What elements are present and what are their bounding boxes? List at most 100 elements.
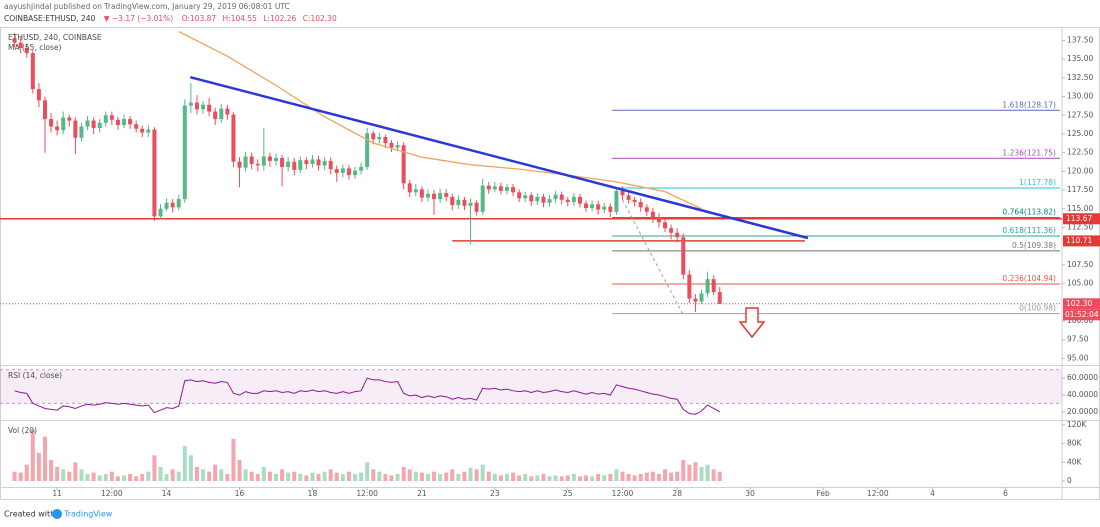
volume-bar — [170, 469, 175, 482]
candle-body — [286, 161, 291, 167]
candle-body — [267, 156, 272, 161]
candle-body — [158, 208, 163, 217]
candle-body — [608, 206, 613, 212]
candle-body — [310, 159, 315, 164]
candle-body — [91, 120, 96, 129]
candle-body — [498, 186, 503, 191]
x-tick-label: 25 — [563, 489, 573, 498]
change: ▼ −3.17 (−3.01%) — [104, 14, 174, 23]
volume-bar — [504, 473, 509, 482]
volume-bar — [67, 471, 72, 482]
volume-bar — [249, 471, 254, 482]
candle-body — [553, 194, 558, 200]
y-tick-label: 97.50 — [1067, 335, 1089, 344]
fib-label: 0(100.98) — [1019, 304, 1056, 313]
candle-body — [36, 89, 41, 101]
volume-bar — [182, 445, 187, 482]
volume-bar — [511, 472, 516, 482]
volume-bar — [571, 473, 576, 482]
volume-bar — [122, 475, 127, 482]
candle-body — [377, 136, 382, 140]
candle-body — [383, 136, 388, 143]
candle-body — [346, 168, 351, 176]
candle-body — [261, 156, 266, 166]
volume-bar — [359, 472, 364, 482]
volume-bar — [201, 469, 206, 482]
logo — [52, 509, 62, 519]
x-tick-label: 4 — [930, 489, 935, 498]
last-price-text: 102.30 — [1066, 299, 1092, 308]
y-tick-label: 100.00 — [1067, 316, 1093, 325]
volume-bar — [146, 471, 151, 482]
volume-bar — [541, 473, 546, 482]
volume-bar — [188, 455, 193, 482]
candle-body — [152, 129, 157, 217]
candle-body — [602, 206, 607, 210]
candle-body — [231, 114, 236, 162]
volume-bar — [328, 469, 333, 482]
volume-bar — [213, 464, 218, 482]
rsi-tick-label: 40.0000 — [1067, 390, 1098, 399]
candle-body — [42, 100, 47, 120]
volume-bar — [237, 459, 242, 482]
footer-brand: TradingView — [63, 510, 113, 519]
candle-body — [79, 126, 84, 138]
x-tick-label: 11 — [52, 489, 62, 498]
volume-bar — [49, 459, 54, 482]
y-tick-label: 125.00 — [1067, 129, 1093, 138]
volume-bar — [346, 471, 351, 482]
candle-body — [322, 160, 327, 166]
volume-bar — [36, 452, 41, 482]
candle-body — [128, 119, 133, 125]
logo-icon — [52, 509, 62, 519]
rsi-tick-label: 20.0000 — [1067, 407, 1098, 416]
volume-bar — [340, 473, 345, 482]
down-arrow — [738, 307, 766, 339]
volume-bar — [486, 471, 491, 482]
volume-bar — [468, 467, 473, 482]
candle-body — [201, 104, 206, 110]
rsi-band — [0, 369, 1062, 404]
candle-body — [693, 298, 698, 302]
volume-bar — [669, 472, 674, 482]
candle-body — [194, 102, 199, 110]
candle-body — [577, 196, 582, 204]
candle-body — [529, 195, 534, 202]
y-tick-label: 120.00 — [1067, 166, 1093, 175]
candle-body — [273, 157, 278, 161]
candle-body — [663, 222, 668, 229]
projection-line — [622, 199, 684, 316]
volume-bar — [377, 471, 382, 482]
candle-body — [55, 126, 60, 131]
volume-bar — [675, 471, 680, 482]
volume-bar — [322, 471, 327, 482]
volume-bar — [699, 466, 704, 482]
candle-body — [67, 117, 72, 121]
volume-bar — [401, 466, 406, 482]
volume-bar — [529, 476, 534, 482]
y-tick-label: 117.50 — [1067, 185, 1093, 194]
countdown-badge — [1063, 309, 1100, 321]
candle-body — [182, 105, 187, 200]
volume-bar — [316, 473, 321, 482]
volume-bar — [626, 473, 631, 482]
fib-label: 0.618(111.36) — [1002, 226, 1056, 235]
candle-body — [571, 196, 576, 203]
x-tick-label: 14 — [162, 489, 172, 498]
volume-bar — [553, 475, 558, 482]
volume-bar — [523, 473, 528, 482]
candle-body — [644, 207, 649, 212]
volume-bar — [91, 472, 96, 482]
volume-bar — [365, 462, 370, 482]
volume-bar — [644, 472, 649, 482]
candle-body — [280, 157, 285, 167]
volume-bar — [85, 473, 90, 482]
volume-bar — [450, 469, 455, 482]
candle-body — [304, 160, 309, 164]
candle-body — [432, 193, 437, 200]
volume-bar — [602, 475, 607, 482]
plot: 137.50 135.00 132.50 130.00 127.50 125.00 122.… — [0, 30, 1100, 498]
candle-body — [614, 190, 619, 212]
x-tick-label: 12:00 — [356, 489, 378, 498]
